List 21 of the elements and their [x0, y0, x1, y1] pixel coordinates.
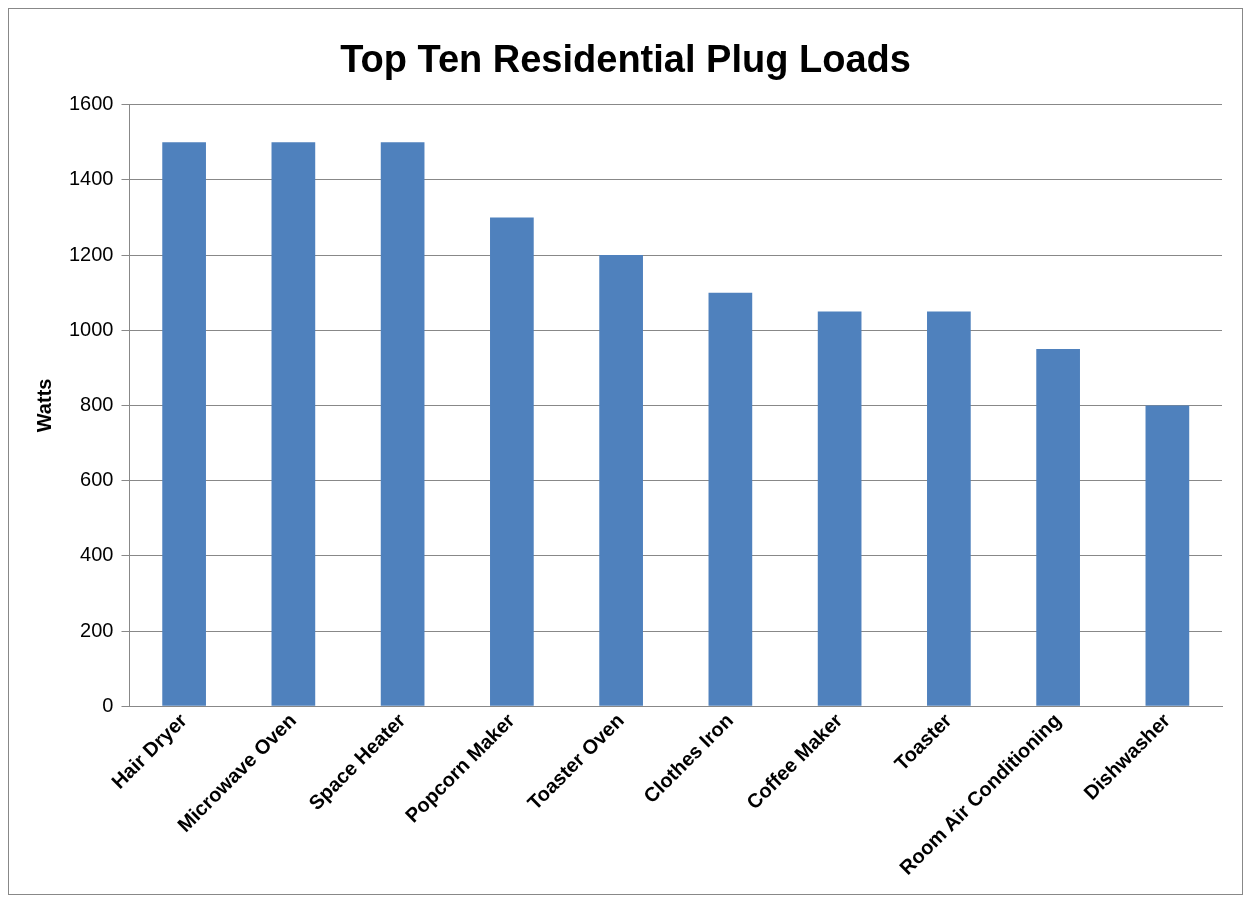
- bar: [599, 255, 643, 706]
- y-tick-label: 0: [102, 693, 114, 716]
- chart-title: Top Ten Residential Plug Loads: [340, 38, 911, 81]
- y-tick-label: 400: [80, 543, 114, 566]
- bar: [380, 142, 425, 706]
- y-tick-label: 1000: [68, 317, 114, 340]
- bar: [1145, 405, 1190, 706]
- y-axis-title: Watts: [32, 378, 55, 433]
- bar: [490, 217, 534, 706]
- bar: [927, 311, 971, 706]
- bar: [271, 142, 316, 706]
- bar: [162, 142, 206, 706]
- y-tick-label: 1600: [68, 92, 114, 115]
- bar: [817, 311, 862, 706]
- y-tick-label: 800: [80, 392, 114, 415]
- bar: [1036, 349, 1080, 706]
- y-tick-label: 1400: [68, 167, 114, 190]
- y-tick-label: 600: [80, 468, 114, 491]
- y-tick-label: 200: [80, 618, 114, 641]
- y-tick-label: 1200: [68, 242, 114, 265]
- bar: [708, 292, 753, 706]
